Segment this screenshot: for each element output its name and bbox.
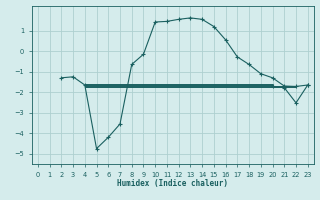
X-axis label: Humidex (Indice chaleur): Humidex (Indice chaleur) — [117, 179, 228, 188]
